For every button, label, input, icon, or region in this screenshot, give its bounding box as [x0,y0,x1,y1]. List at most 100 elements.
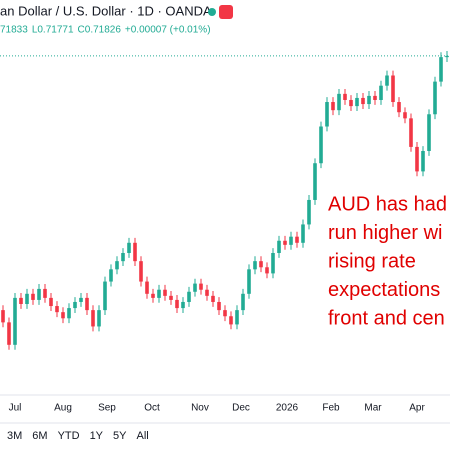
candle-body [127,242,131,253]
range-button[interactable]: 6M [32,430,47,442]
candle-body [187,291,191,302]
candle-body [217,301,221,311]
candle-body [319,126,323,164]
candle-body [55,306,59,313]
candle-body [61,312,65,319]
x-tick-label: Feb [322,403,340,414]
x-tick-label: Apr [409,403,425,414]
candle-body [139,261,143,282]
x-tick-label: Aug [54,403,72,414]
annotation-text: expectations [328,279,440,301]
x-tick-label: Sep [98,403,116,414]
annotation-text: rising rate [328,250,416,272]
ohlc-value: +0.00007 (+0.01%) [125,25,211,36]
candle-body [13,297,17,345]
candle-body [421,150,425,172]
candle-body [73,301,77,309]
candle-body [361,97,365,105]
candle-body [1,310,5,323]
candle-body [355,97,359,107]
candle-body [337,93,341,111]
x-tick-label: Dec [232,403,250,414]
candle-body [349,99,353,107]
candle-body [397,102,401,113]
candle-body [97,310,101,327]
candle-body [385,75,389,86]
candle-body [265,267,269,274]
x-tick-label: 2026 [276,403,299,414]
candle-body [169,295,173,300]
candle-body [91,310,95,327]
candle-body [223,310,227,317]
candle-body [445,55,449,58]
ohlc-value: C0.71826 [78,25,122,36]
candle-body [43,288,47,298]
candle-body [301,224,305,243]
candle-body [157,289,161,298]
candle-body [49,297,53,307]
candle-body [163,289,167,296]
candle-body [133,242,137,262]
candle-body [211,295,215,302]
candle-body [145,281,149,294]
candle-body [175,299,179,309]
candle-body [25,293,29,305]
candle-body [391,75,395,103]
candle-body [295,236,299,243]
range-button[interactable]: 3M [7,430,22,442]
candle-body [19,297,23,305]
range-button[interactable]: YTD [58,430,80,442]
status-dot [208,8,216,16]
candle-body [415,146,419,172]
x-tick-label: Oct [144,403,160,414]
candle-body [115,261,119,270]
status-icon[interactable] [219,5,233,19]
candle-body [409,118,413,147]
candle-body [109,269,113,282]
range-button[interactable]: 1Y [90,430,104,442]
candle-body [193,283,197,292]
range-button[interactable]: 5Y [113,430,127,442]
ohlc-value: L0.71771 [32,25,74,36]
candle-body [271,253,275,274]
candle-body [259,261,263,268]
candle-body [31,293,35,300]
candle-body [343,93,347,100]
candle-body [253,261,257,270]
candle-body [289,236,293,245]
candle-body [331,102,335,111]
x-tick-label: Jul [9,403,22,414]
candle-body [241,293,245,311]
annotation-text: front and cen [328,307,445,329]
candle-body [67,308,71,319]
candle-body [151,293,155,298]
candle-body [37,288,41,300]
candle-body [79,297,83,302]
candle-body [103,281,107,311]
candle-body [325,102,329,127]
candle-body [307,199,311,225]
candle-body [367,95,371,105]
candle-body [205,289,209,296]
x-tick-label: Nov [191,403,209,414]
candle-body [433,81,437,115]
candle-body [121,253,125,262]
range-button[interactable]: All [137,430,149,442]
candle-body [85,297,89,311]
candle-body [403,112,407,119]
candle-body [379,85,383,100]
symbol-title: an Dollar / U.S. Dollar · 1D · OANDA [0,3,212,18]
candle-body [7,322,11,345]
candle-body [373,95,377,100]
candle-body [439,57,443,82]
candle-body [277,240,281,253]
candle-body [229,316,233,325]
candle-body [283,240,287,245]
candle-body [199,283,203,290]
candle-body [181,301,185,309]
annotation-text: run higher wi [328,222,443,244]
x-tick-label: Mar [364,403,382,414]
ohlc-value: 71833 [0,25,28,36]
